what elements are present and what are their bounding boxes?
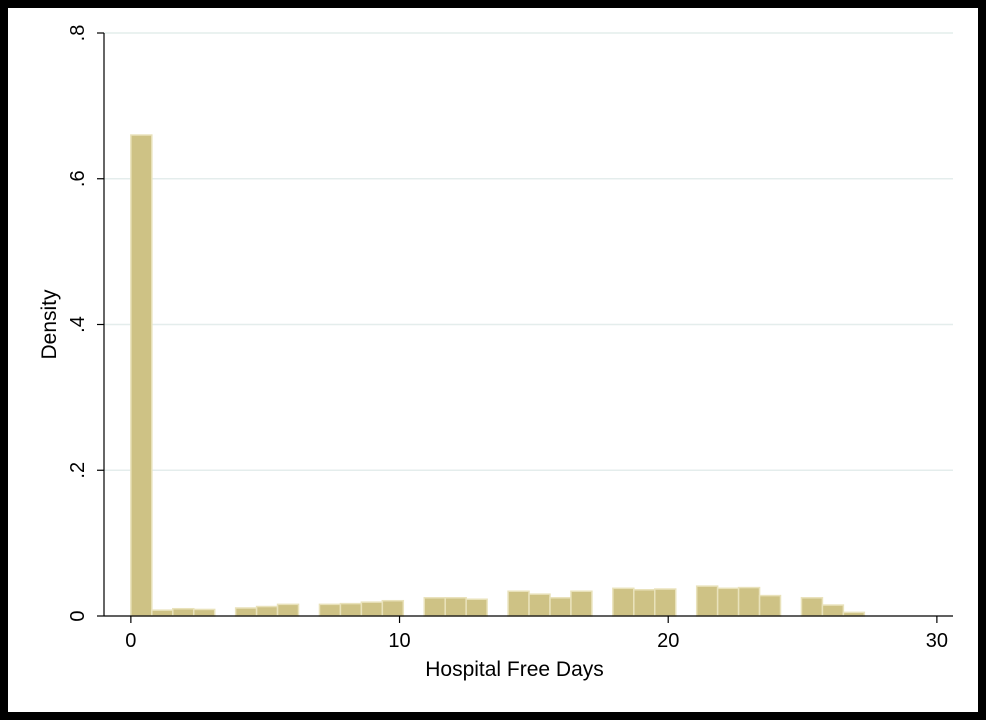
chart-frame: 0 10 20 30 0 .2 .4 .6 .8 Hospital Free Days Dens…: [8, 8, 978, 712]
histogram-bar-17: [570, 590, 593, 617]
y-tick-label-2: .4: [67, 316, 89, 333]
y-axis-title: Density: [38, 289, 61, 360]
histogram-bar-10: [381, 599, 405, 617]
histogram-bar-0: [130, 134, 153, 617]
y-tick-label-3: .6: [67, 170, 89, 187]
histogram-bar-13: [465, 598, 488, 617]
x-tick-label-0: 0: [125, 630, 136, 652]
histogram-bar-26: [821, 604, 845, 617]
histogram-bar-11: [423, 597, 446, 617]
histogram-bar-4: [234, 607, 258, 617]
y-tick-label-0: 0: [67, 610, 89, 621]
histogram-bar-5: [255, 605, 279, 617]
histogram-bar-6: [276, 603, 300, 617]
histogram-bar-2: [172, 607, 195, 617]
histogram-bar-8: [339, 602, 363, 617]
histogram-bar-16: [549, 597, 572, 617]
histogram-bar-19: [633, 589, 656, 617]
y-tick-label-1: .2: [67, 462, 89, 479]
histogram-bar-14: [507, 590, 530, 617]
grid-lines: [104, 32, 953, 471]
histogram-bar-18: [612, 587, 635, 617]
histogram-bar-25: [800, 597, 824, 617]
histogram-bar-22: [716, 587, 740, 617]
histogram-bar-3: [192, 608, 216, 617]
histogram-bar-1: [151, 609, 174, 617]
x-axis-title: Hospital Free Days: [425, 658, 604, 681]
histogram-bar-21: [695, 585, 719, 617]
x-tick-label-2: 20: [657, 630, 679, 652]
x-tick-label-1: 10: [388, 630, 410, 652]
histogram-bar-24: [758, 594, 782, 617]
y-tick-label-4: .8: [67, 25, 89, 42]
histogram-bar-15: [528, 593, 551, 617]
histogram-bar-12: [444, 597, 467, 617]
histogram-bar-20: [654, 588, 677, 617]
histogram-bar-7: [318, 603, 342, 617]
x-tick-label-3: 30: [926, 630, 948, 652]
ticks: 0 10 20 30 0 .2 .4 .6 .8: [67, 25, 948, 652]
histogram-bar-23: [737, 586, 761, 617]
bars: [130, 134, 866, 617]
histogram-bar-9: [360, 601, 384, 617]
histogram-chart: 0 10 20 30 0 .2 .4 .6 .8 Hospital Free Days Dens…: [38, 25, 953, 681]
